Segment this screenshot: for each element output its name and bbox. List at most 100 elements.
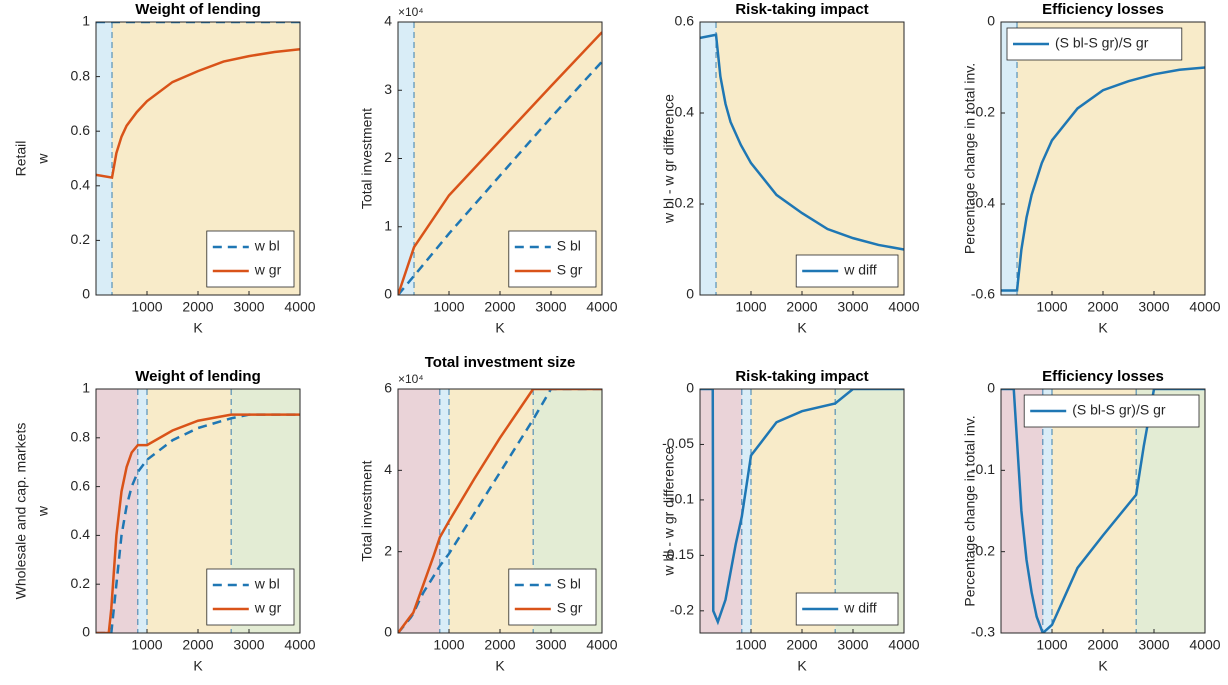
y-tick-label: 4 (384, 461, 392, 477)
x-tick-label: 4000 (1189, 637, 1220, 653)
shaded-region (741, 389, 751, 633)
y-tick-label: -0.2 (971, 104, 995, 120)
x-tick-label: 1000 (131, 299, 162, 315)
shaded-region (96, 22, 113, 295)
y-tick-label: 0.6 (71, 122, 91, 138)
x-tick-label: 3000 (535, 299, 566, 315)
x-tick-label: 2000 (1087, 299, 1118, 315)
legend-box (508, 230, 597, 288)
shaded-region (1042, 389, 1052, 633)
y-tick-label: 4 (384, 13, 392, 29)
plot-area (1001, 389, 1205, 633)
shaded-region (700, 389, 742, 633)
row-label: Retail (13, 141, 29, 177)
x-tick-label: 3000 (837, 637, 868, 653)
y-axis-label: w bl - w gr difference (661, 446, 677, 576)
series-line (398, 31, 602, 295)
y-tick-label: -0.15 (662, 546, 694, 562)
chart-title: Weight of lending (135, 368, 261, 385)
y-tick-label: 0 (82, 624, 90, 640)
y-exponent-label: ×10⁴ (398, 5, 424, 19)
legend-label: S bl (557, 576, 581, 592)
y-tick-label: 0.2 (71, 231, 91, 247)
shaded-region (716, 22, 904, 295)
y-tick-label: 0 (987, 13, 995, 29)
x-tick-label: 2000 (786, 637, 817, 653)
legend-box (206, 230, 295, 288)
legend-label: S bl (557, 238, 581, 254)
x-tick-label: 1000 (735, 299, 766, 315)
chart-title: Risk-taking impact (735, 1, 868, 18)
y-tick-label: 0 (82, 286, 90, 302)
y-tick-label: -0.2 (670, 602, 694, 618)
panel: 1000 2000 3000 4000 0 0.2 0.4 0.6 0.8 1 Kw Retail We… (13, 1, 316, 336)
y-tick-label: 0 (686, 286, 694, 302)
shaded-region (751, 389, 836, 633)
x-tick-label: 3000 (837, 299, 868, 315)
x-tick-label: 3000 (233, 299, 264, 315)
shaded-region (700, 22, 717, 295)
x-axis-label: K (1098, 320, 1108, 336)
legend-label: w bl (254, 576, 280, 592)
y-tick-label: 0 (384, 624, 392, 640)
y-tick-label: 6 (384, 380, 392, 396)
x-tick-label: 3000 (1138, 637, 1169, 653)
x-axis-label: K (193, 320, 203, 336)
panel: 1000 2000 3000 4000 0 0.2 0.4 0.6 Kw bl - w gr d… (661, 1, 920, 336)
panel: 1000 2000 3000 4000 -0.3 -0.2 -0.1 0 K Percentage… (962, 368, 1221, 674)
x-tick-label: 4000 (284, 299, 315, 315)
plot-area (1001, 22, 1205, 295)
shaded-region (137, 389, 147, 633)
x-tick-label: 3000 (233, 637, 264, 653)
shaded-region (398, 22, 415, 295)
x-tick-label: 1000 (433, 637, 464, 653)
legend-label: w diff (843, 600, 877, 616)
y-axis-label: w (35, 153, 51, 165)
legend-label: w diff (843, 262, 877, 278)
y-tick-label: 0.2 (675, 195, 695, 211)
chart-title: Weight of lending (135, 1, 261, 18)
x-tick-label: 2000 (484, 299, 515, 315)
y-tick-label: 0 (686, 380, 694, 396)
chart-title: Risk-taking impact (735, 368, 868, 385)
shaded-region (439, 389, 449, 633)
y-tick-label: -0.6 (971, 286, 995, 302)
legend-label: (S bl-S gr)/S gr (1072, 402, 1166, 418)
y-tick-label: -0.1 (971, 461, 995, 477)
x-tick-label: 4000 (888, 299, 919, 315)
y-tick-label: 0.4 (71, 177, 91, 193)
legend-box (508, 568, 597, 626)
y-axis-label: Percentage change in total inv. (962, 415, 978, 606)
y-tick-label: 0.8 (71, 429, 91, 445)
series-line (398, 60, 602, 295)
legend-label: w gr (254, 600, 282, 616)
y-tick-label: 2 (384, 542, 392, 558)
x-tick-label: 2000 (786, 299, 817, 315)
panel: 1000 2000 3000 4000 -0.6 -0.4 -0.2 0 K Percentage… (962, 1, 1221, 336)
series-line (700, 33, 904, 251)
y-tick-label: 0.6 (675, 13, 695, 29)
plot-area (700, 22, 904, 295)
y-tick-label: 0.2 (71, 575, 91, 591)
legend-label: (S bl-S gr)/S gr (1055, 35, 1149, 51)
plot-area (700, 389, 904, 633)
x-tick-label: 4000 (586, 299, 617, 315)
x-axis-label: K (1098, 658, 1108, 674)
x-tick-label: 4000 (888, 637, 919, 653)
y-tick-label: 0.8 (71, 67, 91, 83)
x-tick-label: 3000 (535, 637, 566, 653)
x-tick-label: 1000 (1036, 299, 1067, 315)
y-tick-label: 1 (82, 13, 90, 29)
x-tick-label: 4000 (284, 637, 315, 653)
x-tick-label: 2000 (1087, 637, 1118, 653)
series-line (96, 413, 300, 633)
legend-label: S gr (557, 262, 583, 278)
x-tick-label: 1000 (433, 299, 464, 315)
shaded-region (1001, 22, 1018, 295)
panel: 1000 2000 3000 4000 0 1 2 3 4 K Total investment To… (359, 0, 618, 336)
x-axis-label: K (797, 658, 807, 674)
row-label: Wholesale and cap. markets (13, 423, 29, 600)
shaded-region (96, 389, 138, 633)
